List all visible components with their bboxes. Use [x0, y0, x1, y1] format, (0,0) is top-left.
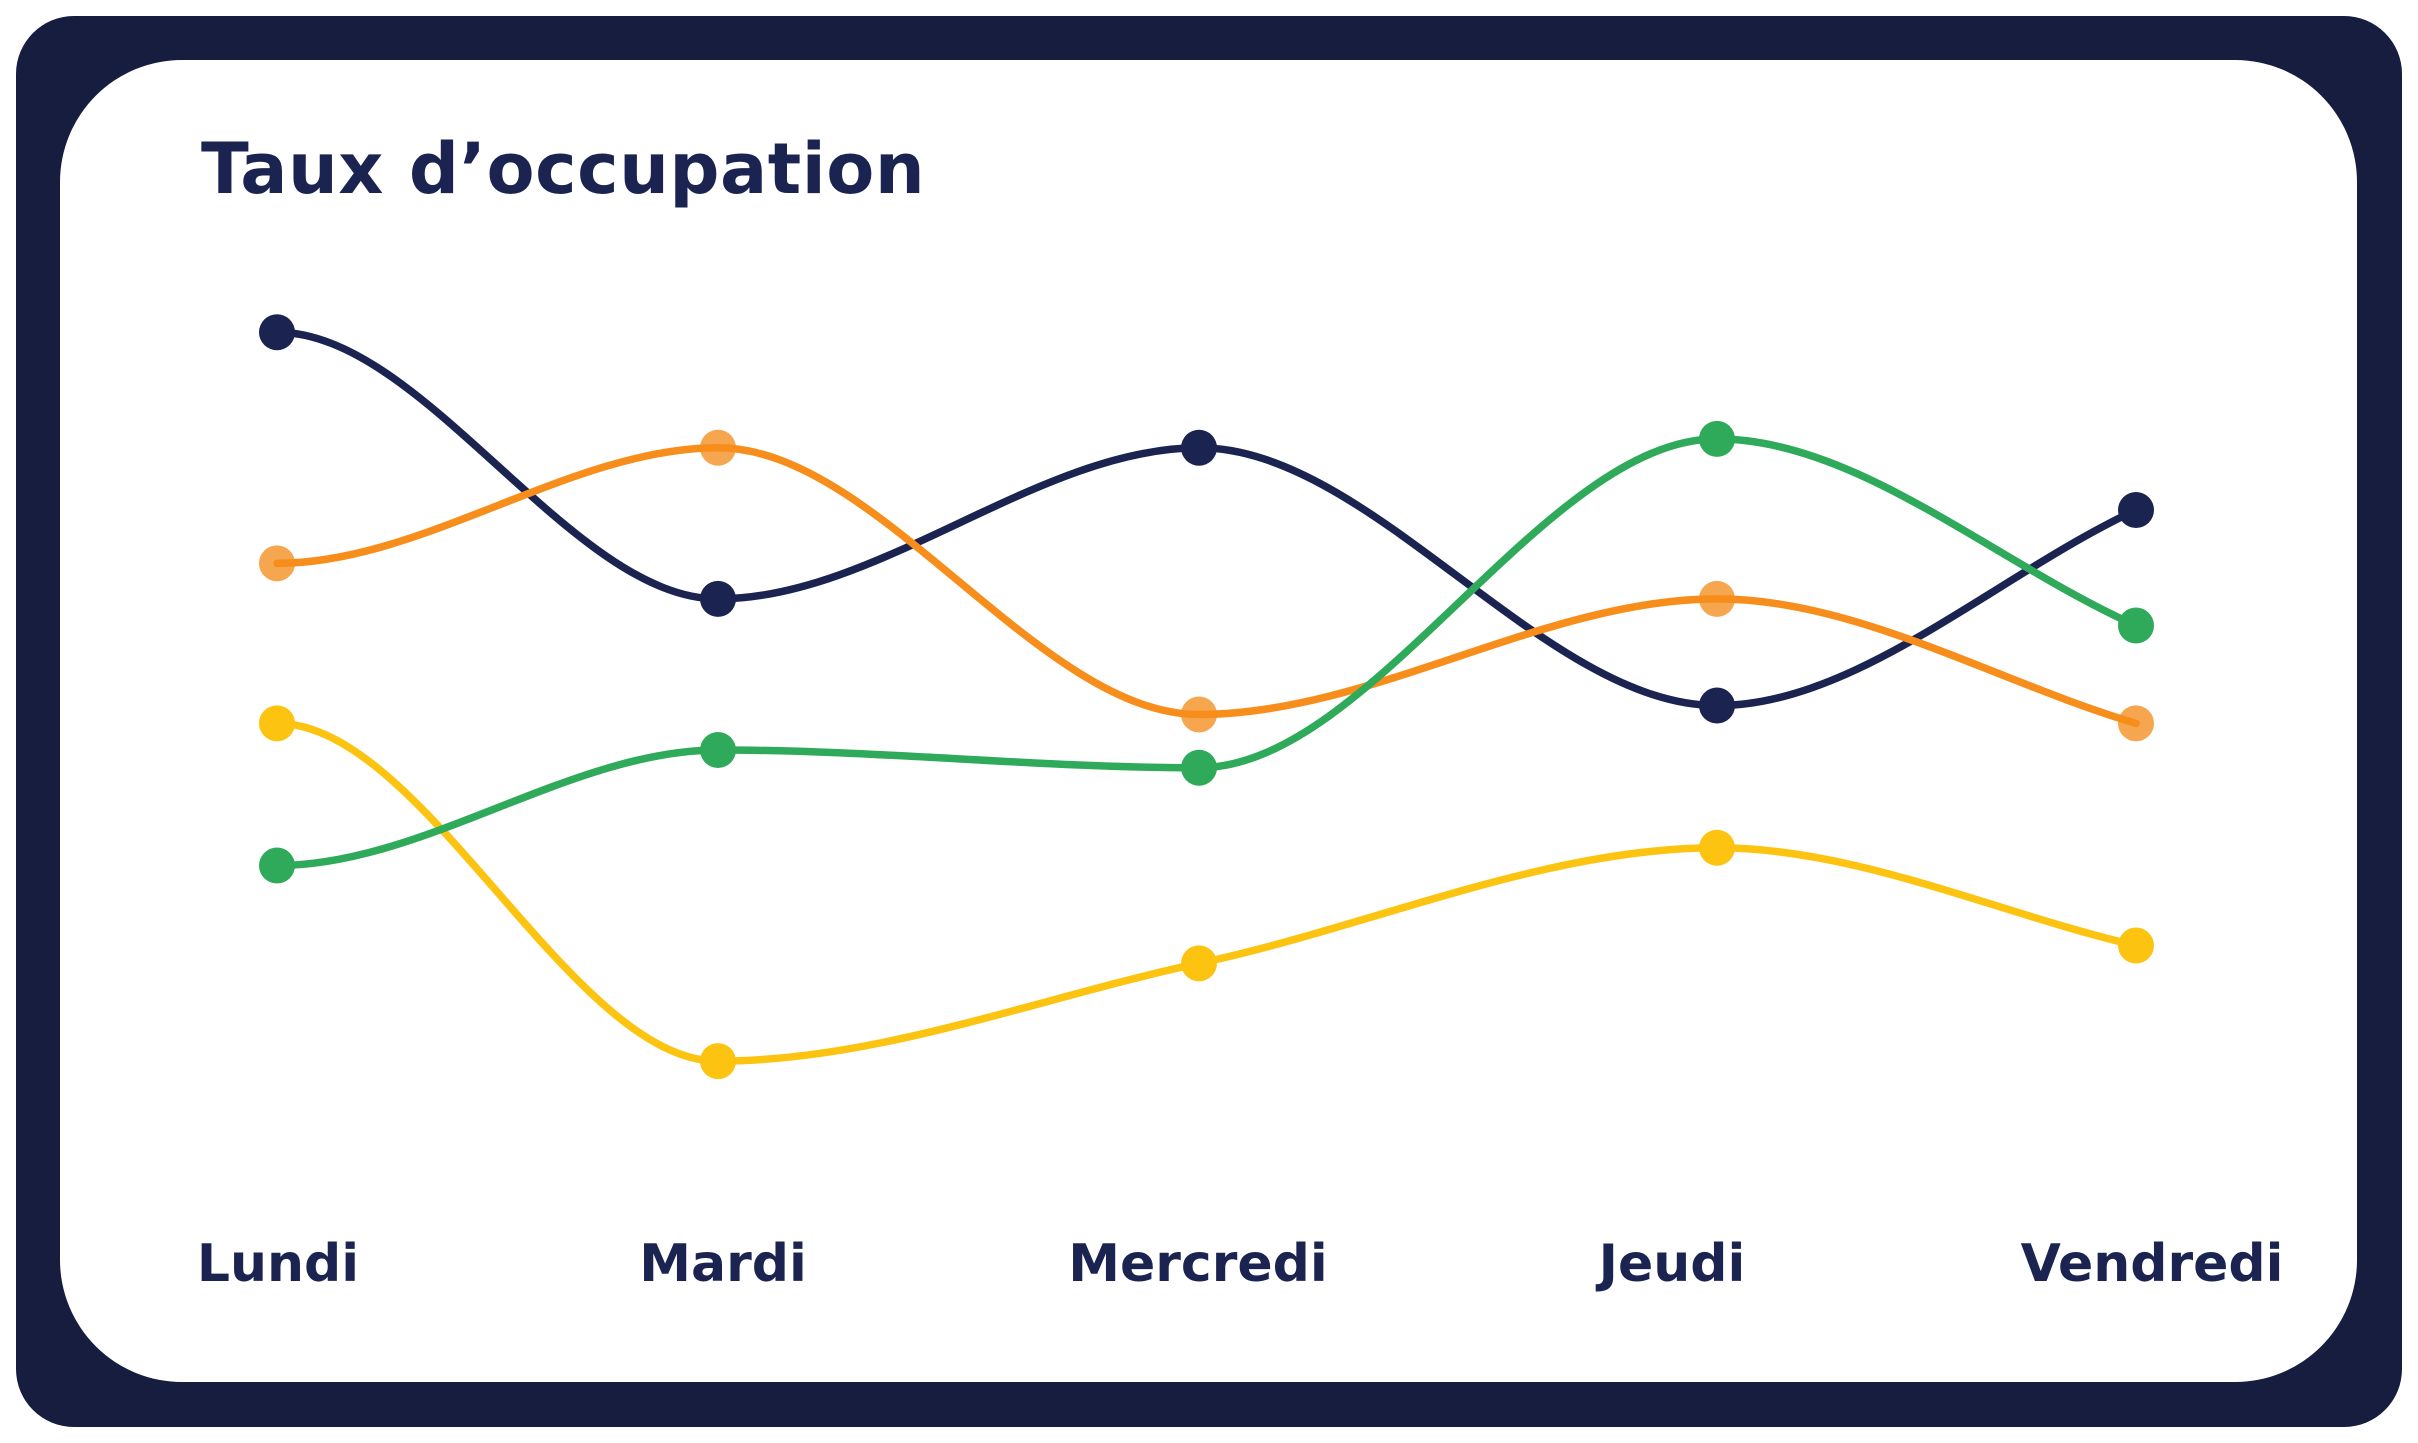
data-point-yellow-mardi	[700, 1043, 736, 1080]
data-point-navy-mardi	[700, 580, 736, 617]
data-point-yellow-vendredi	[2118, 927, 2154, 964]
data-point-yellow-mercredi	[1181, 945, 1217, 982]
data-point-navy-jeudi	[1699, 687, 1735, 724]
x-axis-label-mardi: Mardi	[639, 1234, 807, 1294]
data-point-green-vendredi	[2118, 607, 2154, 644]
data-point-navy-vendredi	[2118, 491, 2154, 528]
data-point-green-mercredi	[1181, 749, 1217, 786]
series-line-navy	[273, 328, 2140, 710]
chart-title: Taux d’occupation	[201, 128, 926, 210]
data-point-yellow-jeudi	[1699, 829, 1735, 866]
series-line-yellow	[273, 719, 2140, 1065]
data-point-green-jeudi	[1699, 420, 1735, 457]
x-axis-label-jeudi: Jeudi	[1598, 1234, 1746, 1294]
data-point-navy-lundi	[259, 314, 295, 351]
series-line-green	[273, 435, 2140, 870]
series-line-orange	[273, 444, 2140, 728]
x-axis-label-vendredi: Vendredi	[2020, 1234, 2284, 1294]
data-point-green-lundi	[259, 847, 295, 884]
x-axis-label-mercredi: Mercredi	[1068, 1234, 1328, 1294]
data-point-navy-mercredi	[1181, 429, 1217, 466]
data-point-yellow-lundi	[259, 705, 295, 742]
data-point-green-mardi	[700, 731, 736, 768]
x-axis-label-lundi: Lundi	[196, 1234, 360, 1294]
